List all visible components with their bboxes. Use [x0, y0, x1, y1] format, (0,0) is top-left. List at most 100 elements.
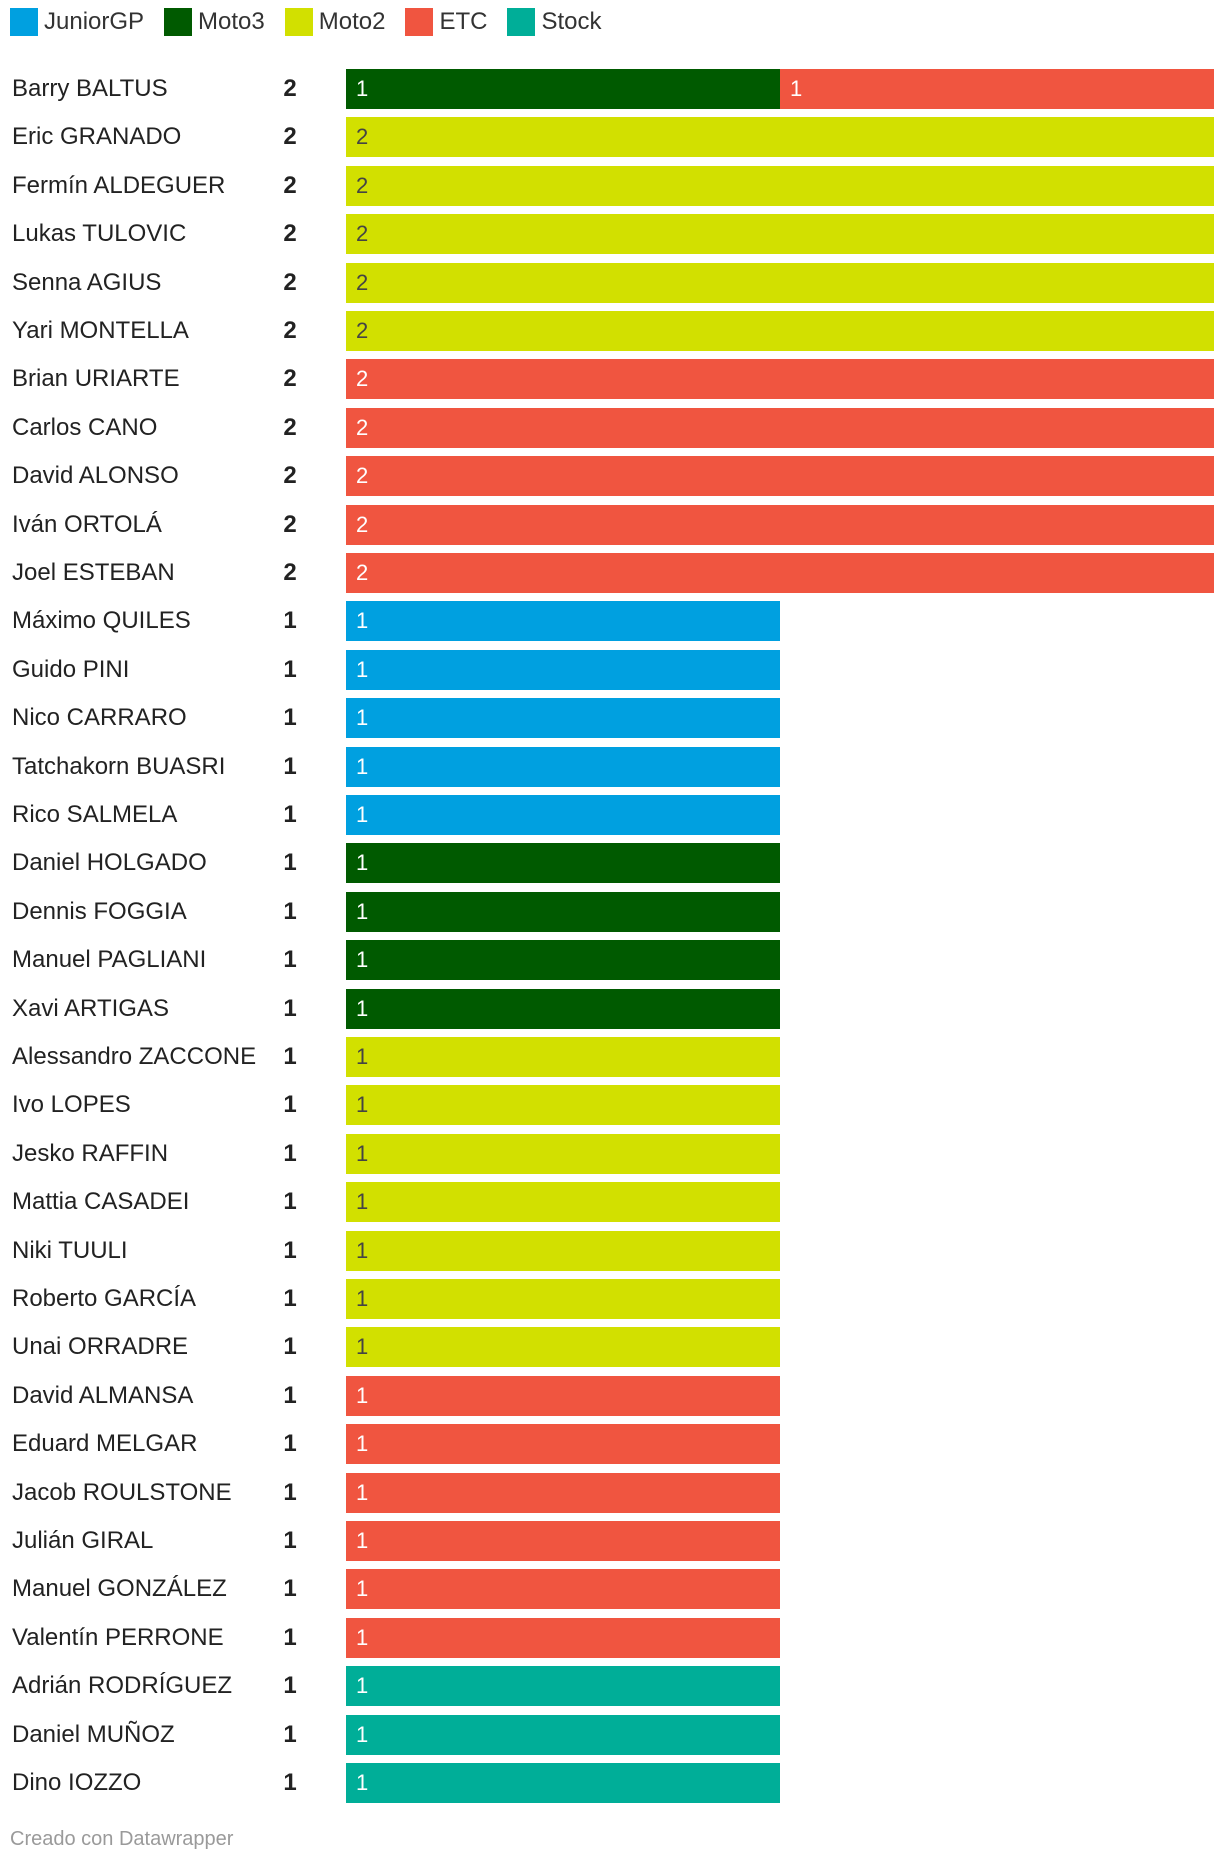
bar-row-adrian-rodriguez: Adrián RODRÍGUEZ 1 1 [0, 1666, 1220, 1707]
total-value-label: 2 [283, 171, 297, 199]
total-value-label: 1 [283, 1236, 297, 1264]
bar-row-guido-pini: Guido PINI 1 1 [0, 649, 1220, 690]
bar-row-yari-montella: Yari MONTELLA 2 2 [0, 311, 1220, 351]
bar-value-label: 1 [356, 1334, 369, 1360]
legend-item-juniorgp: JuniorGP [10, 8, 144, 36]
legend-item-stock: Stock [507, 8, 601, 36]
bar-value-label: 2 [356, 560, 369, 585]
legend-label: JuniorGP [44, 8, 145, 35]
bar-value-label: 1 [356, 850, 369, 876]
category-label: Rico SALMELA [12, 801, 178, 828]
category-label: Eric GRANADO [12, 123, 182, 151]
legend-swatch [507, 8, 536, 36]
bar-row-fermin-aldeguer: Fermín ALDEGUER 2 2 [0, 165, 1220, 206]
bar-value-label: 1 [356, 947, 369, 973]
bar-row-daniel-munoz: Daniel MUÑOZ 1 1 [0, 1714, 1220, 1755]
bar-value-label: 1 [356, 1092, 369, 1118]
bar-segment-moto3: 1 [346, 843, 780, 884]
bar-segment-juniorgp: 1 [346, 649, 780, 690]
total-value-label: 1 [283, 1623, 297, 1651]
bar-segment-moto2: 1 [346, 1085, 780, 1126]
bar-value-label: 2 [356, 269, 369, 295]
bar-value-label: 1 [356, 1140, 369, 1166]
bar-segment-juniorgp: 1 [346, 698, 780, 739]
bar-row-tatchakorn-buasri: Tatchakorn BUASRI 1 1 [0, 746, 1220, 787]
bar-segment-juniorgp: 1 [346, 746, 780, 787]
total-value-label: 2 [283, 75, 297, 102]
bar-value-label: 1 [356, 898, 369, 924]
bar-value-label: 2 [356, 511, 369, 537]
total-value-label: 2 [283, 510, 297, 538]
bar-segment-etc: 2 [346, 407, 1214, 448]
bar-row-eric-granado: Eric GRANADO 2 2 [0, 117, 1220, 158]
category-label: Daniel MUÑOZ [12, 1720, 175, 1748]
category-label: Alessandro ZACCONE [12, 1043, 257, 1070]
bar-segment-etc: 2 [346, 456, 1214, 497]
legend-label: Stock [541, 8, 602, 35]
bar-row-senna-agius: Senna AGIUS 2 2 [0, 262, 1220, 303]
category-label: Carlos CANO [12, 413, 158, 441]
total-value-label: 1 [283, 897, 297, 925]
bar-value-label: 1 [790, 76, 803, 101]
bar-segment-stock: 1 [346, 1763, 780, 1803]
category-label: Eduard MELGAR [12, 1430, 198, 1458]
total-value-label: 2 [283, 268, 297, 296]
total-value-label: 1 [283, 1478, 297, 1506]
bar-row-daniel-holgado: Daniel HOLGADO 1 1 [0, 843, 1220, 884]
bar-row-david-almansa: David ALMANSA 1 1 [0, 1375, 1220, 1416]
category-label: Joel ESTEBAN [12, 559, 175, 586]
category-label: Adrián RODRÍGUEZ [12, 1672, 233, 1700]
bar-segment-stock: 1 [346, 1666, 780, 1707]
total-value-label: 1 [283, 849, 297, 877]
category-label: Jacob ROULSTONE [12, 1478, 232, 1506]
bar-row-julian-giral: Julián GIRAL 1 1 [0, 1521, 1220, 1561]
bar-segment-moto3: 1 [346, 69, 780, 109]
category-label: Lukas TULOVIC [12, 220, 187, 248]
bar-segment-moto2: 1 [346, 1327, 780, 1368]
bar-row-eduard-melgar: Eduard MELGAR 1 1 [0, 1424, 1220, 1465]
category-label: Senna AGIUS [12, 268, 162, 296]
bar-value-label: 2 [356, 414, 369, 440]
bar-segment-moto2: 1 [346, 1037, 780, 1077]
bar-row-carlos-cano: Carlos CANO 2 2 [0, 407, 1220, 448]
bar-row-joel-esteban: Joel ESTEBAN 2 2 [0, 553, 1220, 593]
total-value-label: 1 [283, 1285, 297, 1312]
category-label: Yari MONTELLA [12, 317, 189, 344]
category-label: Julián GIRAL [12, 1527, 154, 1554]
bar-segment-stock: 1 [346, 1714, 780, 1755]
bar-row-valentin-perrone: Valentín PERRONE 1 1 [0, 1617, 1220, 1658]
bar-row-jesko-raffin: Jesko RAFFIN 1 1 [0, 1133, 1220, 1174]
total-value-label: 1 [283, 1188, 297, 1216]
category-label: Nico CARRARO [12, 704, 187, 732]
bar-segment-juniorgp: 1 [346, 601, 780, 642]
bar-segment-moto2: 2 [346, 117, 1214, 158]
bar-row-manuel-pagliani: Manuel PAGLIANI 1 1 [0, 940, 1220, 981]
bar-value-label: 2 [356, 318, 369, 343]
category-label: Brian URIARTE [12, 365, 180, 393]
bar-value-label: 1 [356, 1237, 369, 1263]
category-label: Xavi ARTIGAS [12, 994, 169, 1022]
category-label: Manuel GONZÁLEZ [12, 1575, 227, 1603]
footer-credit[interactable]: Creado con Datawrapper [10, 1828, 234, 1850]
bar-segment-moto2: 2 [346, 165, 1214, 206]
bar-segment-moto2: 2 [346, 311, 1214, 351]
legend-swatch [284, 8, 313, 36]
legend-label: Moto3 [198, 8, 265, 35]
bar-value-label: 1 [356, 1576, 369, 1602]
legend-swatch [405, 8, 434, 36]
bar-row-manuel-gonzalez: Manuel GONZÁLEZ 1 1 [0, 1569, 1220, 1610]
bar-segment-moto2: 2 [346, 262, 1214, 303]
category-label: Fermín ALDEGUER [12, 171, 226, 199]
bar-value-label: 1 [356, 1189, 369, 1215]
category-label: Daniel HOLGADO [12, 849, 207, 877]
bar-row-nico-carraro: Nico CARRARO 1 1 [0, 698, 1220, 739]
category-label: Guido PINI [12, 655, 130, 683]
total-value-label: 1 [283, 1527, 297, 1554]
total-value-label: 2 [283, 220, 297, 248]
bar-row-xavi-artigas: Xavi ARTIGAS 1 1 [0, 988, 1220, 1029]
bar-segment-etc: 2 [346, 504, 1214, 545]
category-label: Jesko RAFFIN [12, 1139, 169, 1167]
total-value-label: 1 [283, 1720, 297, 1748]
bar-row-ivan-ortola: Iván ORTOLÁ 2 2 [0, 504, 1220, 545]
